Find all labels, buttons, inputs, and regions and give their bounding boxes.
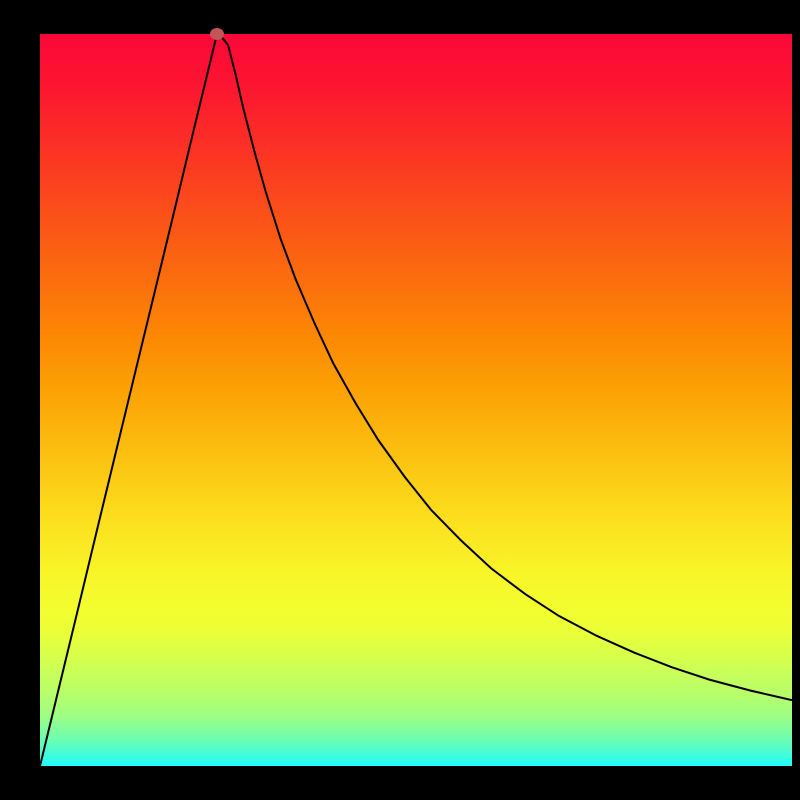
bottleneck-curve [40, 34, 792, 766]
optimal-point-marker [210, 28, 224, 40]
plot-area [40, 34, 792, 766]
